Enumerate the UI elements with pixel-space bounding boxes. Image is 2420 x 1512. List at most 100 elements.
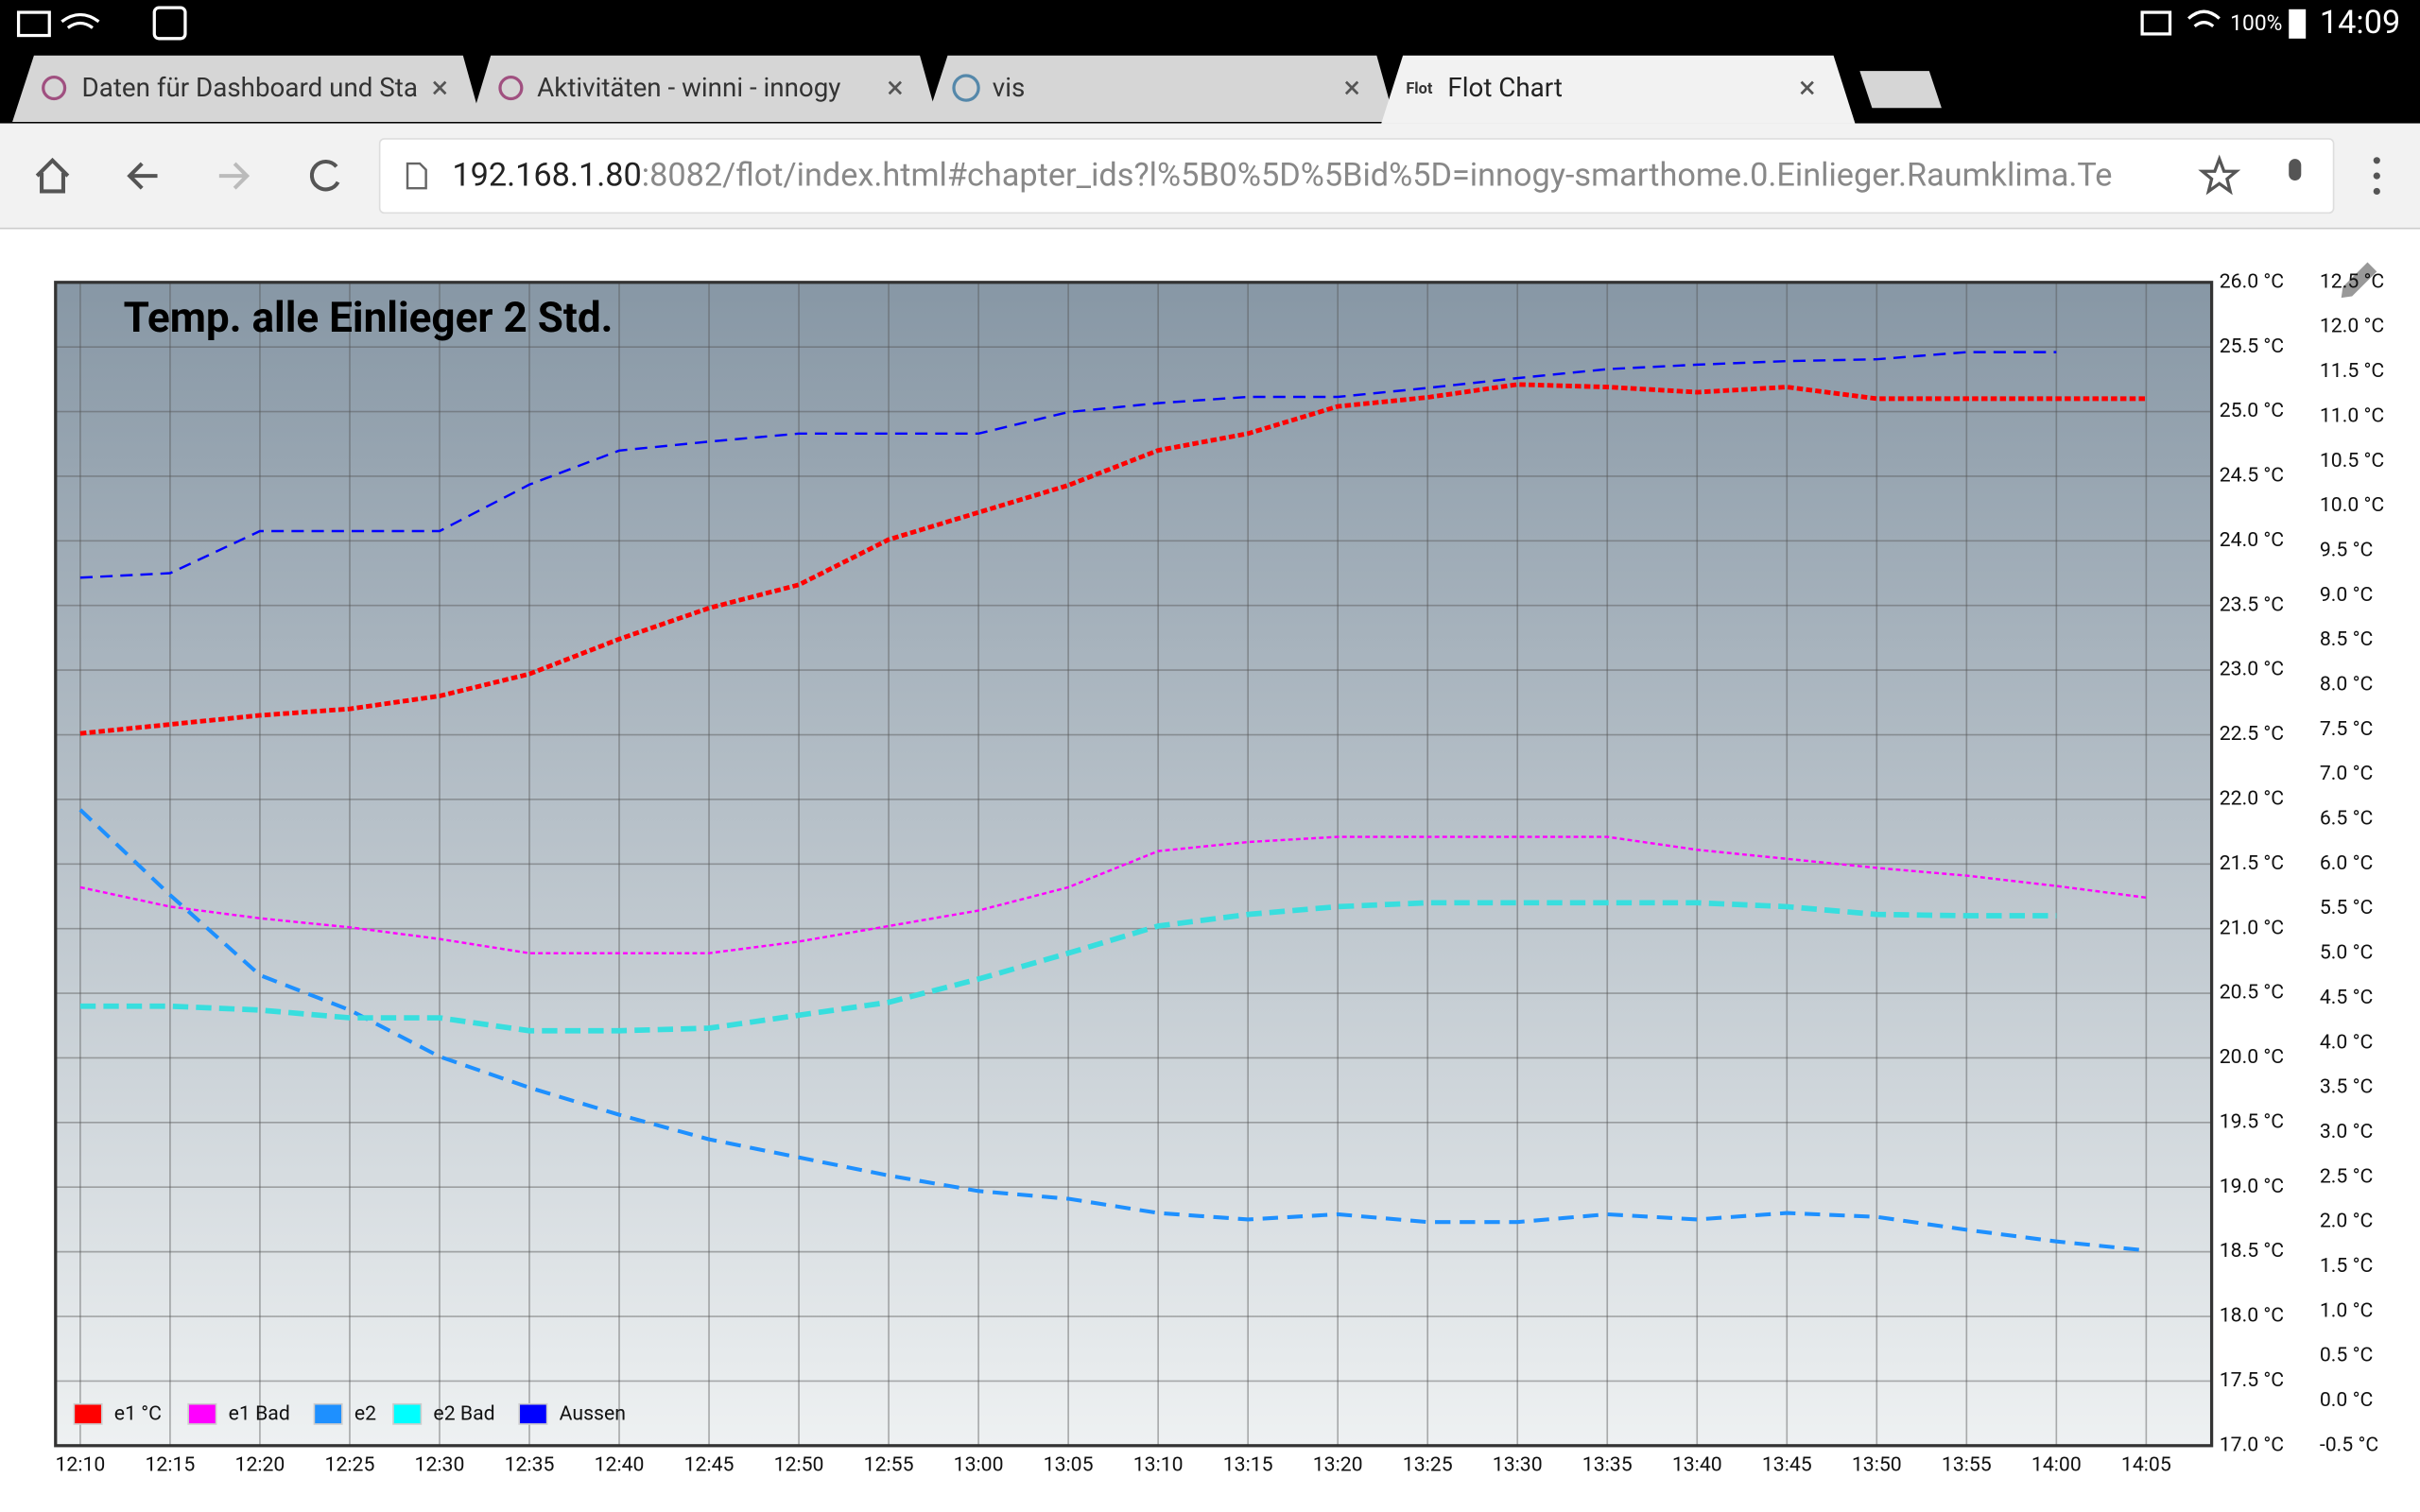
x-tick-label: 13:35 [1582, 1453, 1633, 1477]
x-tick-label: 14:00 [2031, 1453, 2082, 1477]
legend-swatch [187, 1402, 217, 1425]
legend-label: Aussen [560, 1402, 626, 1426]
y2-tick-label: 9.0 °C [2320, 583, 2373, 607]
y2-tick-label: 0.0 °C [2320, 1388, 2373, 1412]
favicon [952, 74, 980, 102]
y-tick-label: 24.0 °C [2220, 528, 2284, 552]
plot-border [54, 281, 2214, 1448]
reload-button[interactable] [309, 159, 340, 192]
y-tick-label: 26.0 °C [2220, 269, 2284, 293]
legend-swatch [73, 1402, 103, 1425]
series-line [78, 808, 2147, 1253]
y-tick-label: 19.0 °C [2220, 1175, 2284, 1198]
x-tick-label: 12:25 [325, 1453, 375, 1477]
y2-tick-label: 2.5 °C [2320, 1164, 2373, 1188]
favicon-text: Flot [1406, 79, 1432, 97]
wifi-app-icon [60, 12, 100, 29]
y-tick-label: 17.0 °C [2220, 1433, 2284, 1456]
mic-button[interactable] [2289, 159, 2302, 181]
x-tick-label: 13:50 [1852, 1453, 1902, 1477]
x-tick-label: 13:55 [1942, 1453, 1992, 1477]
cast-icon [2140, 10, 2172, 36]
favicon [42, 76, 67, 101]
legend-swatch [392, 1402, 423, 1425]
legend-label: e1 Bad [229, 1402, 290, 1426]
y2-tick-label: 6.5 °C [2320, 807, 2373, 831]
y2-tick-label: 8.0 °C [2320, 673, 2373, 696]
y-tick-label: 20.5 °C [2220, 981, 2284, 1005]
x-tick-label: 12:50 [774, 1453, 824, 1477]
x-tick-label: 13:05 [1044, 1453, 1094, 1477]
y2-tick-label: 3.0 °C [2320, 1120, 2373, 1143]
y2-tick-label: 12.5 °C [2320, 269, 2384, 293]
tab[interactable] [470, 55, 939, 122]
y-tick-label: 19.5 °C [2220, 1109, 2284, 1133]
y2-tick-label: 4.5 °C [2320, 986, 2373, 1009]
series-line [79, 382, 2147, 736]
y2-tick-label: 4.0 °C [2320, 1030, 2373, 1054]
wifi-icon [2187, 9, 2221, 28]
tab-close[interactable]: × [432, 69, 448, 105]
legend-swatch [313, 1402, 343, 1425]
y-tick-label: 23.0 °C [2220, 658, 2284, 681]
y2-tick-label: 5.0 °C [2320, 941, 2373, 965]
y2-tick-label: 9.5 °C [2320, 538, 2373, 561]
y-tick-label: 25.5 °C [2220, 335, 2284, 358]
y2-tick-label: 6.0 °C [2320, 851, 2373, 875]
x-tick-label: 12:20 [235, 1453, 285, 1477]
y2-tick-label: 10.5 °C [2320, 449, 2384, 472]
chart-title: Temp. alle Einlieger 2 Std. [124, 293, 614, 342]
address-bar[interactable] [378, 138, 2335, 215]
y-tick-label: 18.0 °C [2220, 1304, 2284, 1328]
edit-icon[interactable] [2341, 262, 2377, 299]
y2-tick-label: 0.5 °C [2320, 1344, 2373, 1367]
x-tick-label: 13:40 [1672, 1453, 1722, 1477]
calculator-icon [152, 6, 187, 41]
x-tick-label: 13:10 [1133, 1453, 1184, 1477]
battery-icon [2289, 9, 2307, 39]
y-tick-label: 24.5 °C [2220, 464, 2284, 488]
tab-close[interactable]: × [1799, 69, 1815, 105]
y-tick-label: 23.5 °C [2220, 593, 2284, 616]
bookmark-star[interactable] [2198, 154, 2241, 196]
tab[interactable] [925, 55, 1395, 122]
y2-tick-label: 5.5 °C [2320, 896, 2373, 919]
url-host: 192.168.1.80 [452, 157, 641, 195]
y2-tick-label: 3.5 °C [2320, 1075, 2373, 1099]
x-tick-label: 12:15 [145, 1453, 195, 1477]
tab-title: Flot Chart [1447, 72, 1562, 103]
tab-close[interactable]: × [887, 69, 903, 105]
url: 192.168.1.80:8082/flot/index.html#chapte… [452, 157, 2112, 195]
menu-button [2373, 187, 2380, 196]
url-path: :8082/flot/index.html#chapter_ids?l%5B0%… [642, 157, 2113, 195]
menu-button[interactable] [2373, 157, 2380, 164]
tab-title: vis [993, 72, 1026, 103]
x-tick-label: 12:30 [415, 1453, 465, 1477]
tab[interactable] [12, 55, 482, 122]
new-tab-button[interactable] [1859, 71, 1942, 109]
favicon [498, 76, 524, 101]
y2-tick-label: -0.5 °C [2320, 1433, 2378, 1456]
legend-label: e2 Bad [433, 1402, 494, 1426]
active-tab[interactable] [1381, 55, 1856, 124]
x-tick-label: 13:15 [1223, 1453, 1273, 1477]
y2-tick-label: 1.5 °C [2320, 1254, 2373, 1278]
x-tick-label: 13:30 [1493, 1453, 1543, 1477]
forward-button[interactable] [218, 162, 251, 190]
x-tick-label: 12:55 [864, 1453, 914, 1477]
y2-tick-label: 11.0 °C [2320, 404, 2384, 427]
plot-area [55, 282, 2212, 1446]
notification-icon [16, 10, 51, 38]
y-tick-label: 17.5 °C [2220, 1368, 2284, 1392]
y2-tick-label: 10.0 °C [2320, 493, 2384, 517]
y-tick-label: 25.0 °C [2220, 399, 2284, 422]
y2-tick-label: 12.0 °C [2320, 315, 2384, 338]
x-tick-label: 12:40 [595, 1453, 645, 1477]
tab-close[interactable]: × [1343, 69, 1359, 105]
home-button[interactable] [35, 157, 70, 194]
x-tick-label: 12:45 [684, 1453, 735, 1477]
y2-tick-label: 7.0 °C [2320, 762, 2373, 785]
y2-tick-label: 8.5 °C [2320, 627, 2373, 651]
back-button[interactable] [127, 162, 158, 190]
